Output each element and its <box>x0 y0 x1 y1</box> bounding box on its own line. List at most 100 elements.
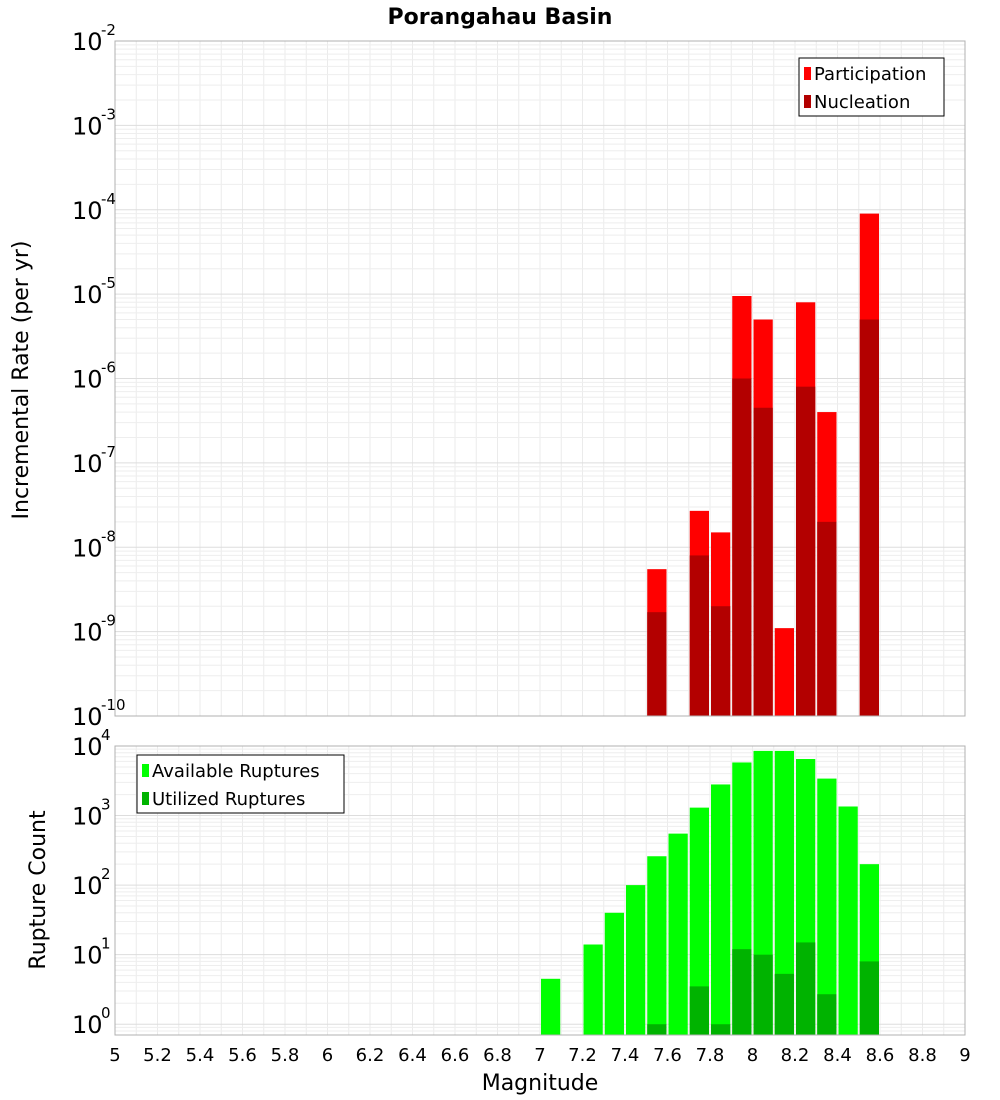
bottom-y-axis-label: Rupture Count <box>26 810 51 970</box>
bottom-legend-label: Available Ruptures <box>152 761 320 782</box>
x-tick-label: 8.2 <box>781 1045 810 1066</box>
bottom-y-tick-exponent: 4 <box>101 726 111 744</box>
x-tick-label: 7.2 <box>568 1045 597 1066</box>
bottom-legend-swatch <box>142 764 149 777</box>
top-y-tick: 10-5 <box>72 274 116 309</box>
x-tick-label: 6 <box>322 1045 333 1066</box>
top-bar-participation-5 <box>774 628 794 716</box>
top-bar-nucleation-6 <box>817 521 837 716</box>
x-tick-label: 7 <box>534 1045 545 1066</box>
top-y-axis-label: Incremental Rate (per yr) <box>9 241 34 520</box>
bottom-y-tick: 103 <box>72 796 111 831</box>
bottom-legend: Available Ruptures Utilized Ruptures <box>136 754 345 814</box>
chart-title: Porangahau Basin <box>388 5 613 30</box>
x-ticks: 5 5.2 5.4 5.6 5.8 6 6.2 6.4 6.6 6.8 7 7.2 7.4 7.6 7.8 8… <box>109 1045 970 1066</box>
bottom-y-tick: 104 <box>72 726 111 761</box>
top-y-tick-exponent: -5 <box>101 274 116 292</box>
bottom-bar-available-ruptures-4 <box>647 856 667 1035</box>
bottom-legend-label: Utilized Ruptures <box>152 789 305 810</box>
top-legend: Participation Nucleation <box>798 57 945 117</box>
x-axis-label: Magnitude <box>482 1071 599 1096</box>
bottom-y-tick-base: 10 <box>72 942 103 970</box>
bottom-bar-available-ruptures-7 <box>711 784 731 1035</box>
bottom-y-tick-base: 10 <box>72 803 103 831</box>
top-y-tick-base: 10 <box>72 534 103 562</box>
top-y-tick-base: 10 <box>72 450 103 478</box>
top-y-tick: 10-7 <box>72 443 116 478</box>
top-y-tick: 10-8 <box>72 527 116 562</box>
top-y-tick-base: 10 <box>72 281 103 309</box>
top-grid <box>114 40 966 717</box>
top-y-tick-exponent: -2 <box>101 21 116 39</box>
bottom-y-tick-base: 10 <box>72 1011 103 1039</box>
bottom-y-tick: 100 <box>72 1004 111 1039</box>
top-y-tick-exponent: -6 <box>101 359 116 377</box>
bottom-y-tick-exponent: 2 <box>101 865 111 883</box>
top-y-tick-exponent: -3 <box>101 105 116 123</box>
x-tick-label: 7.4 <box>611 1045 640 1066</box>
top-y-tick-base: 10 <box>72 112 103 140</box>
bottom-y-tick: 102 <box>72 865 111 900</box>
bottom-bar-available-ruptures-3 <box>626 885 646 1035</box>
bottom-bar-utilized-ruptures-7 <box>817 994 837 1035</box>
top-bar-nucleation-4 <box>753 407 773 716</box>
top-legend-label: Nucleation <box>814 92 910 113</box>
top-y-tick-base: 10 <box>72 28 103 56</box>
bottom-bar-available-ruptures-2 <box>604 912 624 1035</box>
top-y-tick-base: 10 <box>72 197 103 225</box>
x-tick-label: 8 <box>747 1045 758 1066</box>
top-bar-nucleation-7 <box>859 319 879 716</box>
bottom-y-tick-exponent: 1 <box>101 935 111 953</box>
bottom-bar-utilized-ruptures-6 <box>796 942 816 1035</box>
bottom-bar-utilized-ruptures-4 <box>753 954 773 1035</box>
top-bar-nucleation-2 <box>711 606 731 716</box>
bottom-bar-utilized-ruptures-5 <box>774 973 794 1035</box>
x-tick-label: 9 <box>959 1045 970 1066</box>
x-tick-label: 5.6 <box>228 1045 257 1066</box>
x-tick-label: 8.8 <box>908 1045 937 1066</box>
bottom-bar-utilized-ruptures-2 <box>711 1024 731 1035</box>
bottom-y-tick-exponent: 3 <box>101 796 111 814</box>
bottom-bar-utilized-ruptures-3 <box>732 949 752 1035</box>
top-bar-nucleation-3 <box>732 378 752 716</box>
x-tick-label: 8.4 <box>823 1045 852 1066</box>
x-tick-label: 7.8 <box>696 1045 725 1066</box>
x-tick-label: 5.8 <box>271 1045 300 1066</box>
x-tick-label: 7.6 <box>653 1045 682 1066</box>
top-bar-nucleation-0 <box>647 612 667 716</box>
bottom-legend-box <box>136 754 345 814</box>
x-tick-label: 5.4 <box>186 1045 215 1066</box>
bottom-bar-available-ruptures-1 <box>583 944 603 1035</box>
top-y-tick-exponent: -10 <box>101 696 126 714</box>
x-tick-label: 6.8 <box>483 1045 512 1066</box>
bottom-bar-available-ruptures-10 <box>774 750 794 1035</box>
bottom-bar-utilized-ruptures-1 <box>689 986 709 1035</box>
bottom-y-tick-base: 10 <box>72 872 103 900</box>
bottom-plot-frame <box>114 745 966 1036</box>
top-y-tick-base: 10 <box>72 366 103 394</box>
top-legend-box <box>798 57 945 117</box>
top-y-tick-base: 10 <box>72 619 103 647</box>
top-legend-swatch <box>804 67 811 80</box>
bottom-bar-utilized-ruptures-8 <box>859 961 879 1035</box>
bottom-legend-swatch <box>142 792 149 805</box>
top-bars <box>647 213 879 717</box>
bottom-bars <box>541 750 879 1035</box>
top-legend-label: Participation <box>814 64 926 85</box>
top-y-tick: 10-9 <box>72 612 116 647</box>
top-y-tick-exponent: -9 <box>101 612 116 630</box>
top-y-tick-exponent: -4 <box>101 190 116 208</box>
x-tick-label: 8.6 <box>866 1045 895 1066</box>
x-tick-label: 6.2 <box>356 1045 385 1066</box>
top-y-tick: 10-10 <box>72 696 126 731</box>
bottom-y-tick-exponent: 0 <box>101 1004 111 1022</box>
top-legend-swatch <box>804 95 811 108</box>
bottom-y-tick: 101 <box>72 935 111 970</box>
top-y-tick: 10-6 <box>72 359 116 394</box>
top-y-tick: 10-4 <box>72 190 116 225</box>
bottom-bar-available-ruptures-13 <box>838 806 858 1035</box>
top-y-tick-exponent: -8 <box>101 527 116 545</box>
